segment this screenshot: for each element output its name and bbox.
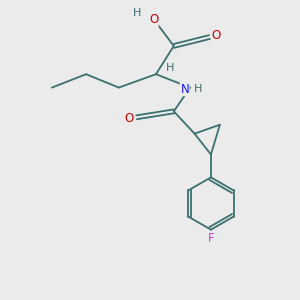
Text: N: N xyxy=(180,82,189,96)
Text: O: O xyxy=(212,29,220,42)
Text: F: F xyxy=(208,232,214,245)
Text: H: H xyxy=(194,84,202,94)
Text: O: O xyxy=(124,112,134,125)
Text: H: H xyxy=(166,63,174,73)
Text: O: O xyxy=(149,13,158,26)
Text: H: H xyxy=(132,8,141,18)
